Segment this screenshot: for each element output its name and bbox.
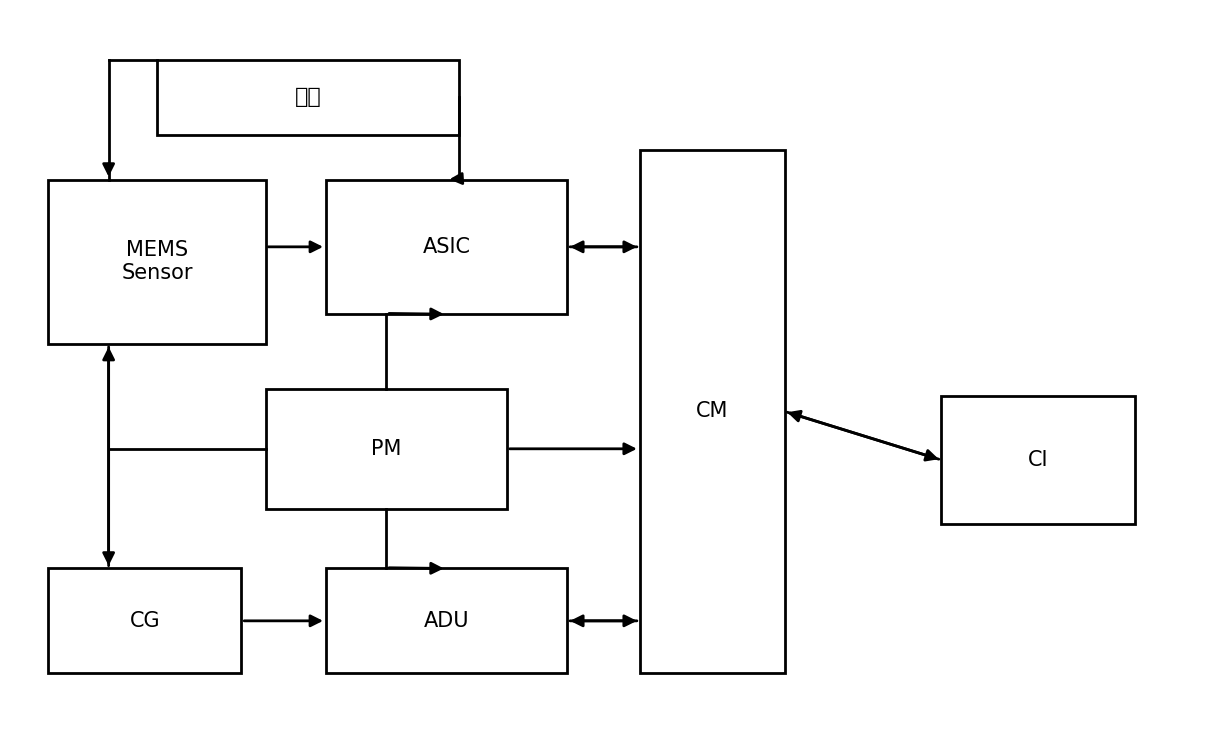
Text: MEMS
Sensor: MEMS Sensor bbox=[121, 240, 193, 283]
Text: 反馈: 反馈 bbox=[295, 88, 321, 107]
FancyBboxPatch shape bbox=[266, 389, 507, 509]
Text: PM: PM bbox=[371, 439, 402, 459]
FancyBboxPatch shape bbox=[48, 180, 266, 344]
Text: CM: CM bbox=[696, 402, 728, 421]
Text: CI: CI bbox=[1028, 450, 1048, 470]
Text: CG: CG bbox=[129, 611, 161, 631]
Text: ASIC: ASIC bbox=[422, 237, 471, 257]
FancyBboxPatch shape bbox=[640, 150, 785, 673]
FancyBboxPatch shape bbox=[48, 568, 241, 673]
FancyBboxPatch shape bbox=[326, 180, 567, 314]
FancyBboxPatch shape bbox=[326, 568, 567, 673]
FancyBboxPatch shape bbox=[941, 396, 1135, 524]
FancyBboxPatch shape bbox=[157, 60, 459, 135]
Text: ADU: ADU bbox=[424, 611, 470, 631]
